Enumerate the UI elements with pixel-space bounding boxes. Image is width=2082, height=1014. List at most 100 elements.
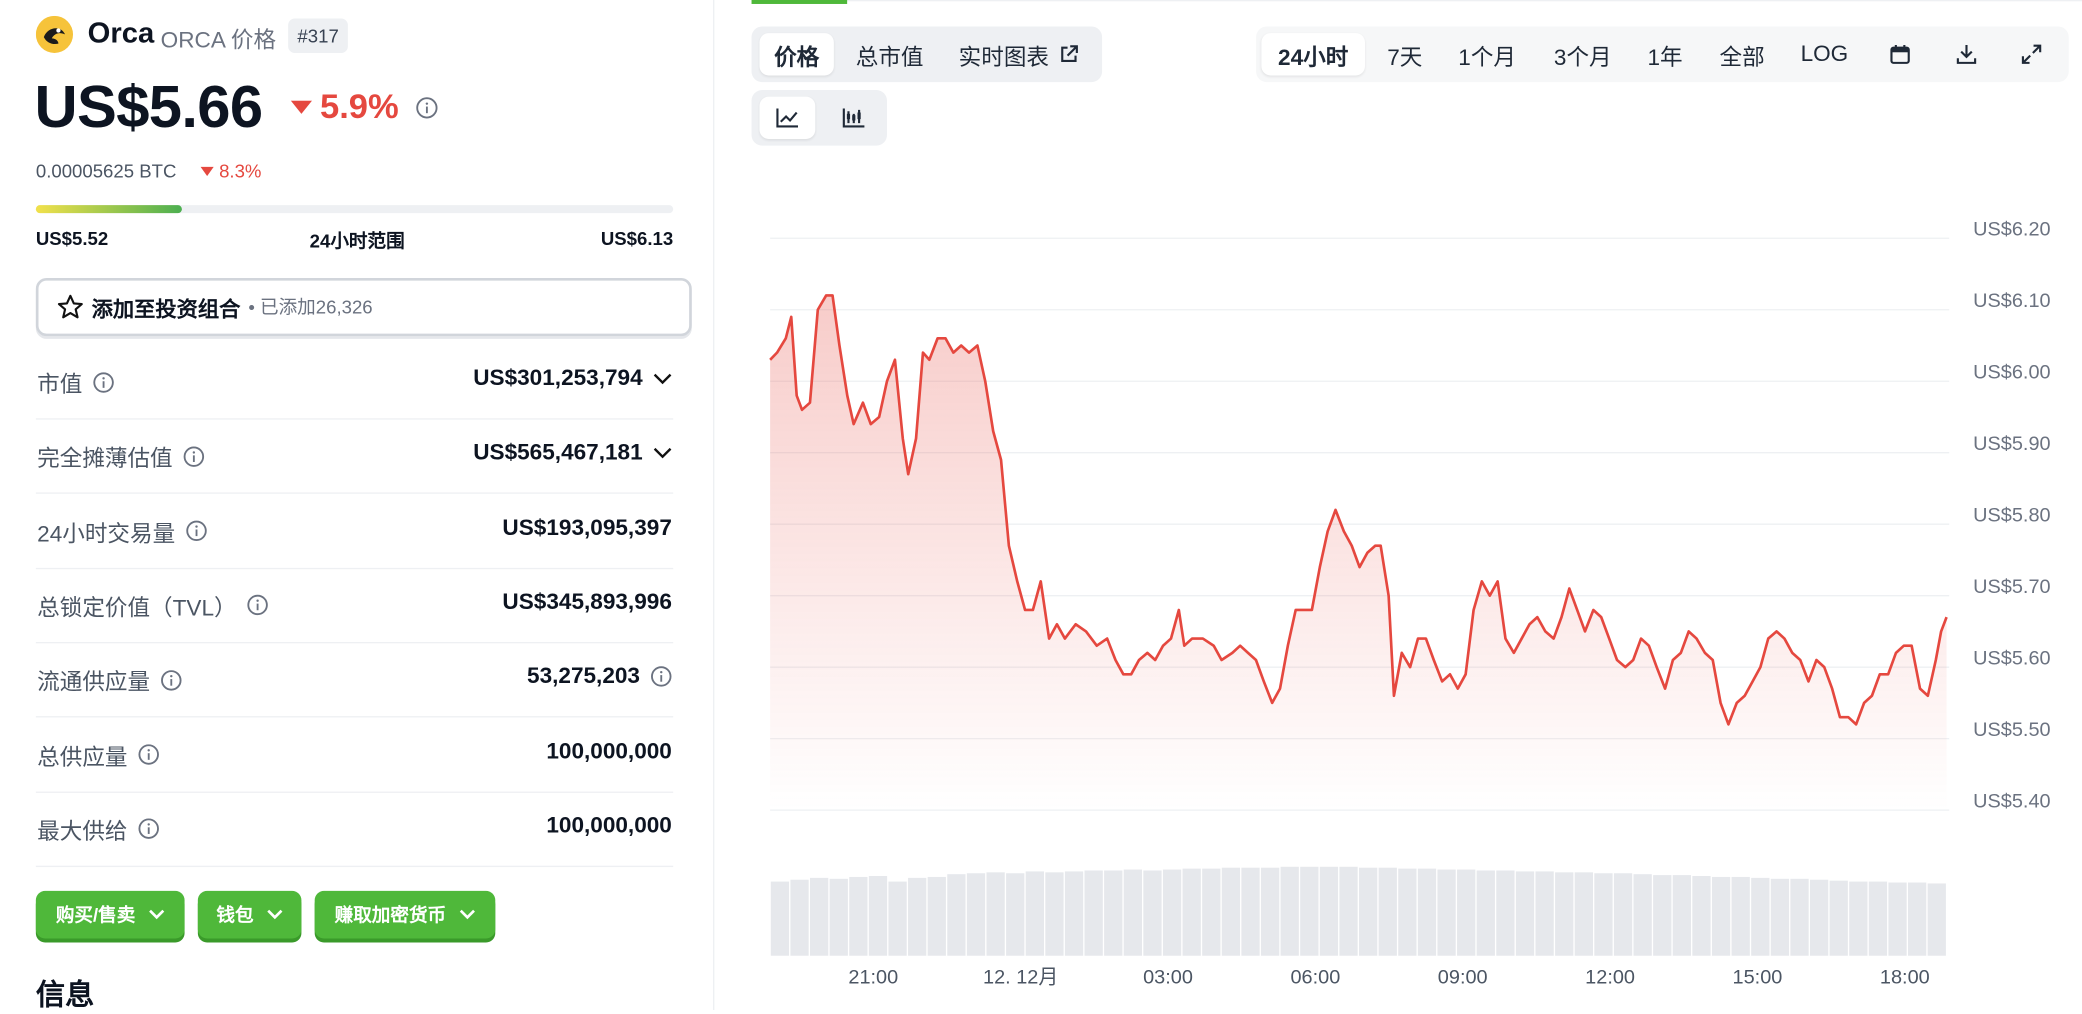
volume-bar: [986, 872, 1005, 956]
volume-bar: [1653, 875, 1672, 956]
section-title: 信息: [35, 978, 95, 1012]
info-icon[interactable]: [93, 371, 114, 393]
calendar-icon[interactable]: [1889, 44, 1910, 65]
volume-bar: [1437, 869, 1456, 956]
range-tab[interactable]: 1年: [1647, 44, 1683, 70]
volume-bar: [1496, 870, 1515, 956]
y-tick-label: US$6.00: [1973, 362, 2050, 384]
btc-price: 0.00005625 BTC: [35, 160, 177, 182]
earn-button[interactable]: 赚取加密货币: [314, 890, 496, 939]
volume-bar: [1143, 870, 1162, 956]
volume-bar: [1692, 876, 1711, 956]
coin-name: Orca: [87, 15, 155, 49]
y-tick-label: US$5.80: [1973, 505, 2050, 527]
price: US$5.66: [34, 72, 264, 141]
info-icon[interactable]: [138, 744, 159, 765]
info-icon[interactable]: [247, 595, 269, 616]
stat-label-text: 总供应量: [37, 744, 128, 770]
volume-bar: [849, 876, 868, 956]
info-icon[interactable]: [183, 446, 205, 467]
buy-sell-button[interactable]: 购买/售卖: [35, 890, 185, 939]
wallet-button[interactable]: 钱包: [197, 890, 302, 939]
stat-value-text: US$301,253,794: [473, 365, 643, 391]
divider: [713, 0, 715, 1010]
x-tick-label: 18:00: [1880, 966, 1930, 988]
volume-bar: [1123, 869, 1143, 956]
y-tick-label: US$6.20: [1973, 219, 2050, 241]
range-high: US$6.13: [600, 227, 674, 249]
stat-value-text: 100,000,000: [546, 812, 672, 838]
x-tick-label: 15:00: [1733, 966, 1783, 988]
volume-bar: [1633, 874, 1652, 956]
price-change: 5.9%: [320, 86, 399, 126]
portfolio-count: • 已添加26,326: [248, 296, 373, 318]
x-tick-label: 12:00: [1585, 966, 1635, 988]
stat-label: 24小时交易量: [37, 514, 207, 547]
volume-bar: [1339, 866, 1358, 956]
info-icon[interactable]: [651, 666, 672, 687]
volume-bar: [1868, 881, 1888, 956]
range-label: 24小时范围: [309, 230, 405, 252]
info-icon[interactable]: [416, 97, 439, 120]
stat-label-text: 总锁定价值（TVL）: [37, 595, 237, 621]
range-tab[interactable]: LOG: [1800, 41, 1849, 67]
volume-bar: [1202, 868, 1221, 956]
row-separator: [35, 418, 674, 420]
stat-value: US$565,467,181: [473, 440, 672, 466]
expand-icon[interactable]: [2021, 44, 2042, 65]
download-icon[interactable]: [1956, 44, 1977, 65]
stat-label-text: 最大供给: [37, 819, 128, 845]
down-arrow: [200, 166, 214, 177]
candle-icon: [842, 108, 865, 128]
volume-bar: [1025, 871, 1044, 956]
tab[interactable]: 总市值: [855, 44, 924, 70]
candle-chart-tab[interactable]: [826, 97, 882, 139]
volume-bar: [1731, 876, 1750, 956]
chevron[interactable]: [653, 373, 672, 385]
volume-bar: [770, 881, 790, 956]
button-label: 赚取加密货币: [334, 904, 447, 926]
volume-bar: [1398, 868, 1417, 956]
line-chart-tab[interactable]: [759, 96, 816, 139]
range-tab[interactable]: 全部: [1719, 44, 1765, 70]
volume-bar: [1574, 872, 1593, 956]
stat-value: US$301,253,794: [473, 365, 672, 391]
range-tab[interactable]: 24小时: [1261, 33, 1365, 76]
stat-value-text: US$565,467,181: [473, 439, 643, 466]
info-icon[interactable]: [186, 520, 207, 542]
line-icon: [776, 108, 799, 128]
stat-label-text: 完全摊薄估值: [37, 446, 173, 472]
stat-value: 53,275,203: [527, 663, 672, 689]
range-tab[interactable]: 7天: [1387, 44, 1423, 70]
stat-label: 总供应量: [37, 738, 159, 771]
volume-bar: [1260, 867, 1280, 956]
volume-bar: [1594, 873, 1613, 956]
tab[interactable]: 价格: [759, 33, 834, 76]
stat-label: 流通供应量: [37, 663, 182, 696]
range-tab[interactable]: 1个月: [1458, 44, 1517, 70]
btc-change: 8.3%: [219, 160, 262, 182]
volume-bar: [1849, 881, 1868, 956]
tab[interactable]: 实时图表: [958, 44, 1049, 70]
volume-bar: [1300, 866, 1319, 956]
volume-bar: [1888, 882, 1907, 956]
volume-bar: [829, 878, 848, 956]
stat-label-text: 市值: [37, 371, 83, 398]
volume-bar: [908, 877, 927, 956]
volume-bar: [947, 874, 966, 956]
range-tab[interactable]: 3个月: [1553, 44, 1612, 70]
portfolio-button[interactable]: 添加至投资组合 • 已添加26,326: [35, 277, 692, 337]
y-tick-label: US$5.50: [1973, 719, 2050, 741]
volume-bar: [1162, 869, 1182, 956]
volume-bar: [927, 876, 946, 956]
volume-bar: [1515, 871, 1535, 956]
chevron: [267, 909, 283, 920]
chevron[interactable]: [653, 447, 672, 459]
range-fill: [35, 205, 183, 214]
info-icon[interactable]: [161, 669, 182, 691]
stat-value-text: 53,275,203: [527, 663, 641, 689]
info-icon[interactable]: [138, 818, 159, 840]
external-icon: [1061, 45, 1078, 62]
volume-bar: [1770, 878, 1790, 956]
